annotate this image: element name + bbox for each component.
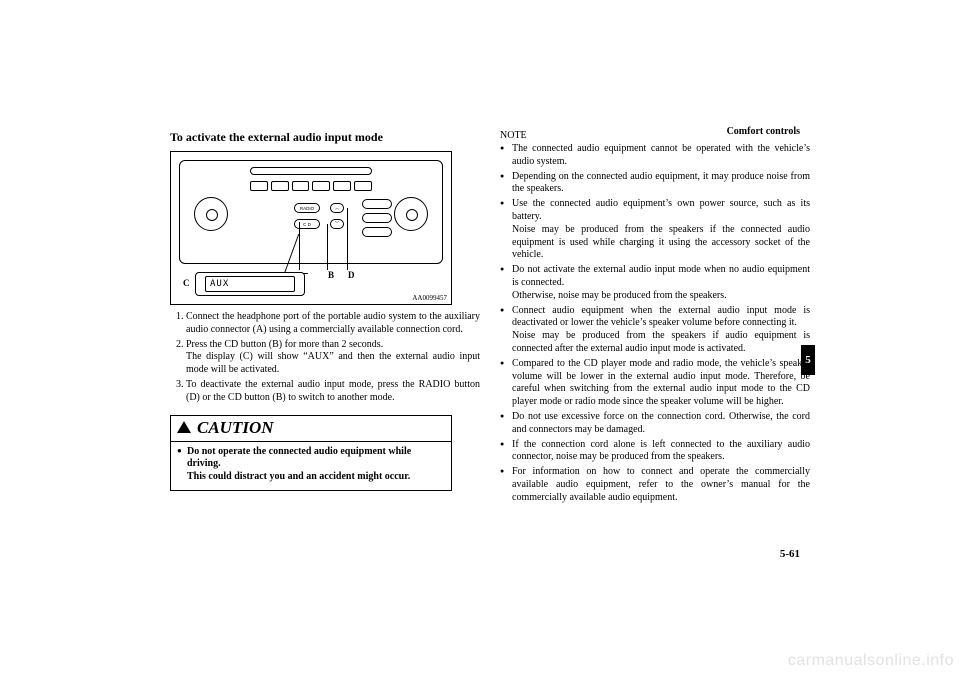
section-heading: To activate the external audio input mod… bbox=[170, 130, 480, 145]
label-b: B bbox=[328, 270, 334, 280]
note-5: Connect audio equipment when the externa… bbox=[500, 305, 810, 356]
diagram-cd-button: C D bbox=[294, 219, 320, 229]
warning-icon bbox=[177, 421, 191, 433]
note-list: The connected audio equipment cannot be … bbox=[500, 143, 810, 505]
diagram-down-button: ﹀ bbox=[330, 219, 344, 229]
left-column: To activate the external audio input mod… bbox=[170, 130, 480, 507]
diagram-radio-button: RADIO bbox=[294, 203, 320, 213]
right-column: NOTE The connected audio equipment canno… bbox=[500, 130, 810, 507]
label-d: D bbox=[348, 270, 355, 280]
caution-heading: CAUTION bbox=[171, 416, 451, 442]
step-1: Connect the headphone port of the portab… bbox=[186, 311, 480, 337]
note-1: The connected audio equipment cannot be … bbox=[500, 143, 810, 169]
note-heading: NOTE bbox=[500, 130, 810, 141]
watermark: carmanualsonline.info bbox=[788, 652, 954, 670]
step-3: To deactivate the external audio input m… bbox=[186, 379, 480, 405]
caution-box: CAUTION Do not operate the connected aud… bbox=[170, 415, 452, 491]
page-number: 5-61 bbox=[780, 548, 800, 560]
step-2: Press the CD button (B) for more than 2 … bbox=[186, 339, 480, 377]
note-3: Use the connected audio equipment’s own … bbox=[500, 198, 810, 262]
caution-item-1: Do not operate the connected audio equip… bbox=[187, 446, 445, 484]
content-columns: To activate the external audio input mod… bbox=[170, 130, 810, 507]
diagram-up-button: ︿ bbox=[330, 203, 344, 213]
section-tab: 5 bbox=[801, 345, 815, 375]
note-9: For information on how to connect and op… bbox=[500, 466, 810, 504]
note-4: Do not activate the external audio input… bbox=[500, 264, 810, 302]
note-8: If the connection cord alone is left con… bbox=[500, 439, 810, 465]
note-7: Do not use excessive force on the connec… bbox=[500, 411, 810, 437]
audio-diagram: RADIO C D ︿ ﹀ AUX B D C AA0099457 bbox=[170, 151, 452, 305]
note-2: Depending on the connected audio equipme… bbox=[500, 171, 810, 197]
diagram-ref: AA0099457 bbox=[412, 294, 447, 302]
caution-title: CAUTION bbox=[197, 418, 274, 438]
note-6: Compared to the CD player mode and radio… bbox=[500, 358, 810, 409]
steps-list: Connect the headphone port of the portab… bbox=[170, 311, 480, 405]
manual-page: Comfort controls To activate the externa… bbox=[0, 0, 960, 678]
aux-display: AUX bbox=[205, 276, 295, 292]
label-c: C bbox=[183, 278, 190, 288]
